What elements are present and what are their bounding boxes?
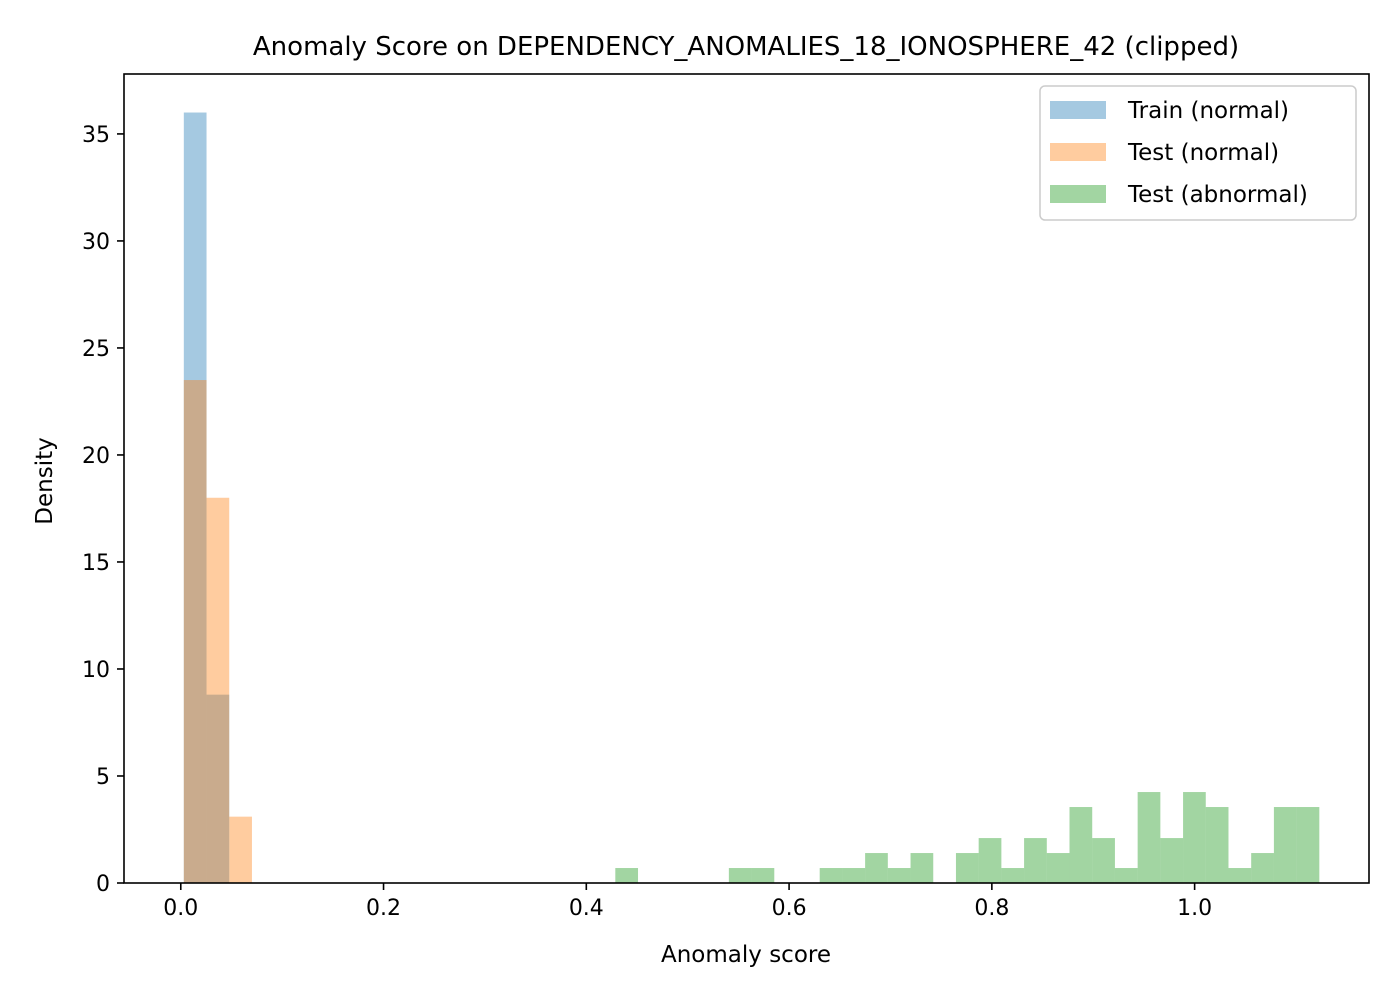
histogram-bar (751, 868, 775, 883)
x-tick-label: 0.8 (974, 896, 1009, 921)
histogram-bar (819, 868, 843, 883)
histogram-bar (1205, 807, 1229, 883)
histogram-bar (206, 694, 230, 883)
histogram-bar (1069, 807, 1093, 883)
histogram-bar (1183, 792, 1206, 883)
legend: Train (normal) Test (normal) Test (abnorma… (1039, 85, 1357, 221)
x-tick-label: 0.0 (163, 896, 198, 921)
chart-title: Anomaly Score on DEPENDENCY_ANOMALIES_18… (253, 32, 1239, 62)
histogram-bar (615, 868, 639, 883)
histogram-bar (1046, 853, 1070, 883)
bars-layer (183, 112, 1320, 883)
legend-swatch (1050, 101, 1106, 119)
y-tick-label: 10 (82, 658, 110, 683)
x-tick-label: 1.0 (1177, 896, 1212, 921)
histogram-bar (1228, 868, 1252, 883)
histogram-bar (1024, 838, 1047, 883)
histogram-bar (1273, 807, 1297, 883)
histogram-bar (887, 868, 911, 883)
histogram-bar (229, 816, 252, 883)
legend-label: Test (abnormal) (1127, 182, 1308, 208)
y-tick-label: 20 (82, 444, 110, 469)
histogram-bar (1092, 838, 1115, 883)
histogram-bar (206, 497, 230, 883)
x-axis-label: Anomaly score (661, 942, 831, 968)
histogram-bar (1137, 792, 1161, 883)
y-tick-label: 15 (82, 551, 110, 576)
legend-label: Test (normal) (1127, 140, 1279, 166)
histogram-bar (865, 853, 888, 883)
histogram-bar (183, 380, 207, 883)
y-axis-label: Density (32, 437, 58, 524)
axes-layer: 0.0 0.2 0.4 0.6 0.8 1.0 0 5 10 15 20 25 30 35 (82, 73, 1370, 921)
plot-frame (123, 73, 1370, 884)
y-tick-label: 35 (82, 123, 110, 148)
histogram-bar (978, 838, 1002, 883)
x-tick-label: 0.6 (772, 896, 807, 921)
x-tick-label: 0.2 (366, 896, 401, 921)
y-tick-label: 30 (82, 230, 110, 255)
histogram-bar (1251, 853, 1274, 883)
histogram-bar (183, 112, 207, 883)
legend-swatch (1050, 143, 1106, 161)
histogram-bar (1114, 868, 1138, 883)
histogram-bar (910, 853, 934, 883)
legend-frame (1039, 85, 1357, 221)
histogram-bar (955, 853, 979, 883)
histogram-bar (1001, 868, 1025, 883)
legend-label: Train (normal) (1127, 98, 1289, 124)
histogram-bar (842, 868, 866, 883)
histogram-bar (728, 868, 752, 883)
legend-swatch (1050, 185, 1106, 203)
x-tick-label: 0.4 (569, 896, 604, 921)
histogram-bar (1296, 807, 1320, 883)
histogram-bar (1160, 838, 1184, 883)
y-tick-label: 0 (96, 872, 110, 897)
y-tick-label: 5 (96, 765, 110, 790)
y-tick-label: 25 (82, 337, 110, 362)
